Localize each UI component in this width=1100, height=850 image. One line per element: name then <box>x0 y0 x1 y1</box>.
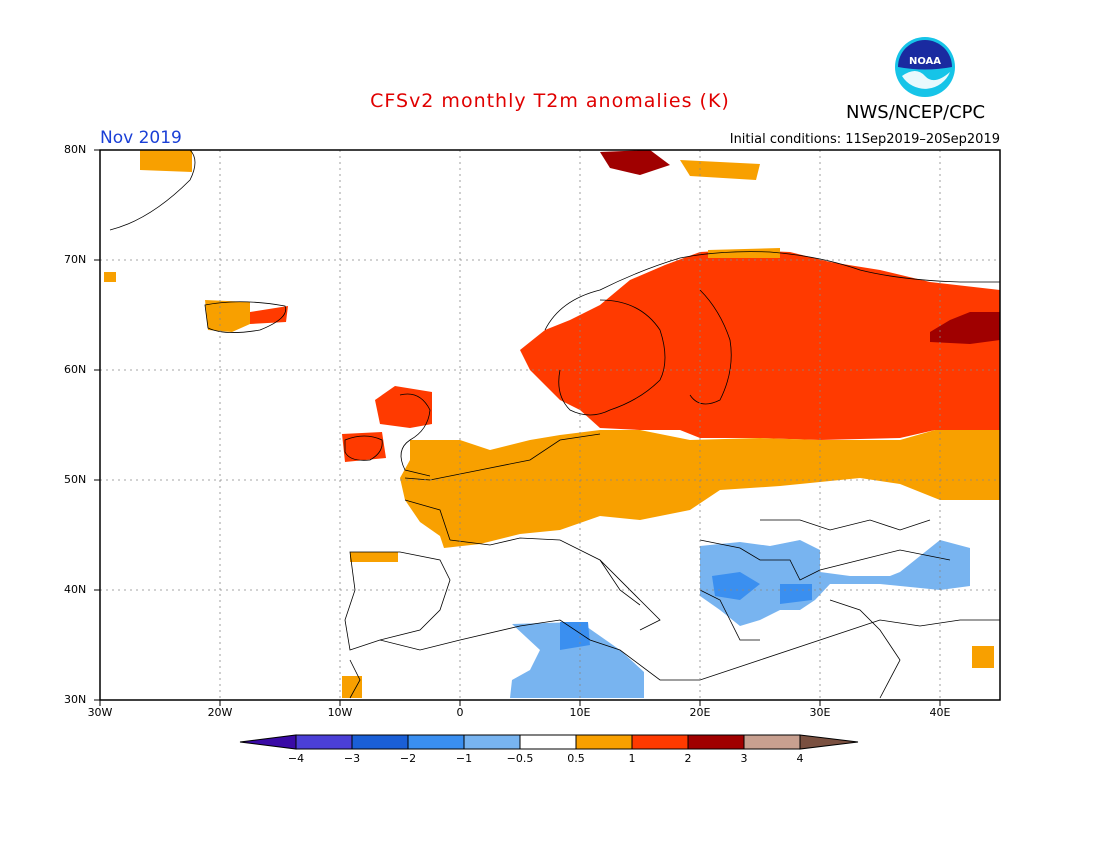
colorbar-cell <box>631 734 689 750</box>
anomaly-field-plus3 <box>600 150 1000 344</box>
map-frame <box>99 149 1001 701</box>
colorbar-label: 2 <box>684 752 692 765</box>
colorbar-label: −0.5 <box>506 752 534 765</box>
initial-conditions-label: Initial conditions: 11Sep2019–20Sep2019 <box>729 132 1000 147</box>
lon-label: 0 <box>456 706 464 719</box>
colorbar-label: 1 <box>628 752 636 765</box>
anomaly-field-plus05 <box>104 150 1000 698</box>
colorbar-cell <box>743 734 801 750</box>
lon-label: 20W <box>207 706 233 719</box>
lat-label: 50N <box>64 473 87 486</box>
chart-title: CFSv2 monthly T2m anomalies (K) <box>370 90 730 112</box>
colorbar-cell <box>407 734 465 750</box>
anomaly-field-plus2 <box>250 250 1000 462</box>
colorbar-label: −2 <box>399 752 417 765</box>
colorbar <box>239 734 859 750</box>
colorbar-cell <box>687 734 745 750</box>
graticule <box>100 150 1000 700</box>
lon-label: 10E <box>569 706 591 719</box>
colorbar-right-arrow <box>799 734 859 750</box>
colorbar-label: 0.5 <box>567 752 585 765</box>
noaa-logo-text: NOAA <box>909 56 941 67</box>
lon-label: 30E <box>809 706 831 719</box>
lon-label: 10W <box>327 706 353 719</box>
lat-label: 70N <box>64 253 87 266</box>
lat-label: 80N <box>64 143 87 156</box>
colorbar-label: 3 <box>740 752 748 765</box>
month-label: Nov 2019 <box>100 128 182 148</box>
colorbar-label: 4 <box>796 752 804 765</box>
noaa-logo-icon: NOAA <box>895 37 955 97</box>
anomaly-field-minus1 <box>560 572 812 650</box>
colorbar-label: −4 <box>287 752 305 765</box>
colorbar-left-arrow <box>239 734 297 750</box>
colorbar-label: −1 <box>455 752 473 765</box>
anomaly-field-minus05 <box>510 540 970 698</box>
org-label: NWS/NCEP/CPC <box>846 102 986 123</box>
lon-label: 40E <box>929 706 951 719</box>
colorbar-cell <box>351 734 409 750</box>
colorbar-cell <box>519 734 577 750</box>
lat-label: 60N <box>64 363 87 376</box>
lat-label: 30N <box>64 693 87 706</box>
coastlines <box>109 149 1000 699</box>
colorbar-cell <box>463 734 521 750</box>
colorbar-label: −3 <box>343 752 361 765</box>
lat-label: 40N <box>64 583 87 596</box>
colorbar-cell <box>575 734 633 750</box>
lon-label: 20E <box>689 706 711 719</box>
colorbar-cell <box>295 734 353 750</box>
axis-ticks <box>94 149 941 706</box>
lon-label: 30W <box>87 706 113 719</box>
